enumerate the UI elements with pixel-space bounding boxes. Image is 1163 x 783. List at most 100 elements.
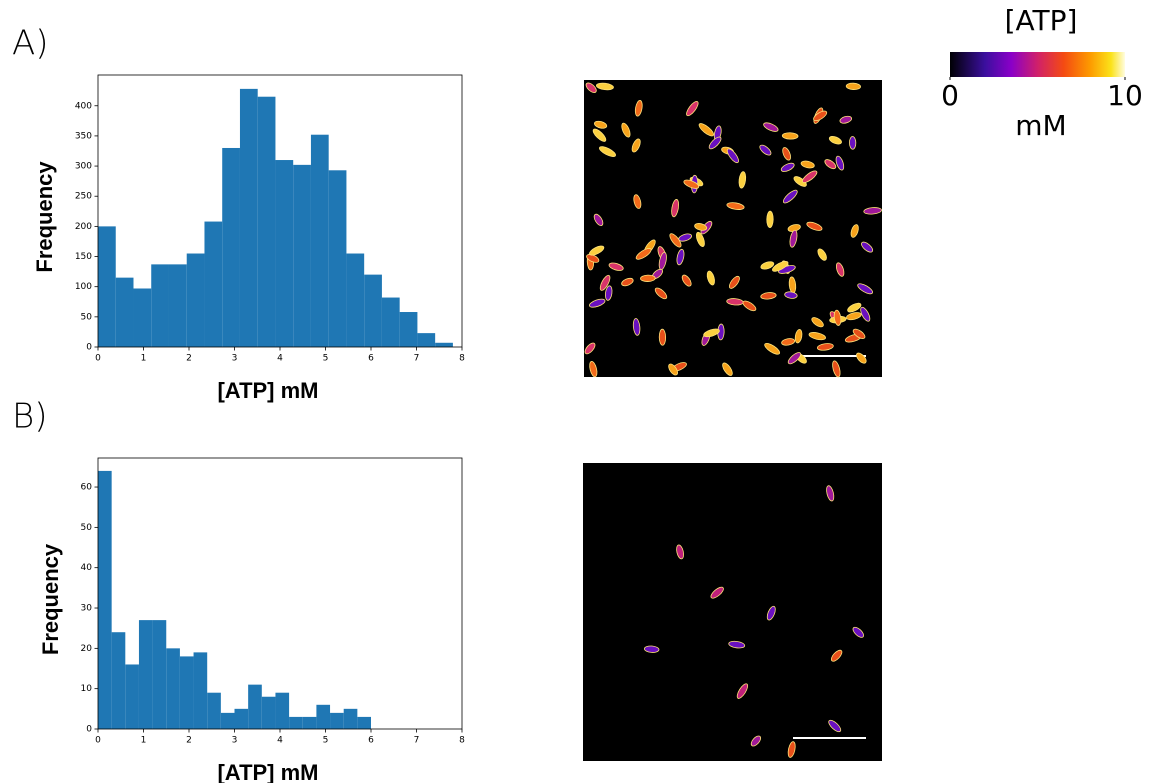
cell: [857, 283, 873, 295]
cell: [621, 122, 631, 138]
colorbar-unit: mM: [1015, 109, 1066, 142]
y-tick-label: 100: [75, 282, 92, 292]
cell: [800, 160, 815, 169]
cell: [604, 285, 613, 301]
bar: [207, 692, 221, 729]
x-tick-label: 3: [232, 736, 238, 746]
bar: [310, 134, 329, 347]
cell: [813, 110, 828, 122]
bar: [166, 648, 180, 729]
bar: [133, 288, 152, 347]
cell: [668, 363, 678, 376]
bar: [193, 652, 208, 729]
cell: [794, 329, 803, 344]
cell: [808, 332, 826, 341]
cell: [621, 277, 634, 287]
cell: [631, 138, 641, 153]
cell: [784, 291, 798, 299]
cell: [726, 202, 745, 210]
y-axis-label: Frequency: [38, 543, 63, 655]
cell: [763, 122, 779, 132]
cell: [860, 306, 871, 322]
x-tick-label: 5: [323, 354, 329, 364]
bar: [381, 297, 400, 347]
cell: [781, 132, 799, 140]
cell: [806, 221, 823, 231]
y-tick-label: 250: [75, 192, 92, 202]
y-tick-label: 0: [86, 343, 92, 353]
cell: [835, 155, 845, 171]
x-tick-label: 2: [186, 736, 192, 746]
cell: [694, 223, 708, 231]
cell: [833, 309, 842, 326]
x-tick-label: 5: [323, 736, 329, 746]
cell: [632, 318, 641, 336]
x-tick-label: 1: [141, 736, 147, 746]
bar: [204, 221, 223, 347]
y-tick-label: 30: [81, 604, 93, 614]
cell: [593, 213, 604, 227]
y-tick-label: 40: [81, 563, 93, 573]
cell: [706, 270, 715, 286]
bar: [220, 712, 235, 729]
cell: [738, 171, 747, 189]
bar: [275, 160, 294, 347]
bar: [151, 264, 169, 347]
cell: [760, 261, 775, 270]
bar: [399, 312, 418, 347]
x-tick-label: 7: [414, 354, 420, 364]
x-tick-label: 4: [277, 354, 283, 364]
cell: [676, 248, 685, 266]
cell: [584, 342, 596, 355]
cell: [658, 328, 667, 346]
bar: [343, 708, 358, 729]
cell: [686, 101, 699, 117]
bar: [364, 274, 382, 347]
cell: [824, 159, 837, 170]
panel-label: B): [12, 397, 48, 437]
cell: [586, 254, 600, 263]
micrograph-b: [583, 463, 882, 761]
cell: [766, 210, 774, 228]
cell: [846, 312, 862, 321]
x-tick-label: 6: [368, 354, 374, 364]
x-tick-label: 7: [414, 736, 420, 746]
cell: [772, 261, 789, 272]
cell: [710, 586, 724, 599]
cell: [863, 207, 882, 215]
cell: [861, 241, 874, 253]
micrograph-a: [584, 80, 882, 377]
cell: [816, 343, 834, 351]
y-tick-label: 400: [75, 101, 92, 111]
x-tick-label: 6: [368, 736, 374, 746]
cell: [633, 194, 642, 209]
cell: [852, 328, 866, 339]
y-tick-label: 20: [81, 644, 93, 654]
bar: [152, 620, 167, 729]
bar: [435, 342, 453, 347]
colorbar-tick-label: 0: [941, 79, 959, 112]
cell: [760, 292, 777, 300]
bar: [111, 632, 126, 729]
colorbar: [950, 52, 1125, 77]
bar: [234, 708, 249, 729]
bar: [316, 704, 331, 729]
cell: [828, 719, 842, 733]
cell: [817, 248, 827, 261]
y-tick-label: 60: [81, 483, 93, 493]
cell: [599, 274, 611, 291]
cell: [736, 683, 749, 699]
colorbar-tick-label: 10: [1107, 79, 1143, 112]
bar: [357, 716, 371, 729]
cell: [856, 352, 867, 364]
cell: [793, 176, 807, 187]
bar: [179, 656, 194, 729]
cell: [640, 274, 656, 282]
cell: [708, 136, 722, 150]
bar: [248, 684, 262, 729]
bar: [222, 147, 240, 347]
y-tick-label: 150: [75, 252, 92, 262]
cell: [828, 135, 842, 145]
x-tick-label: 8: [459, 354, 465, 364]
cell: [683, 179, 700, 189]
